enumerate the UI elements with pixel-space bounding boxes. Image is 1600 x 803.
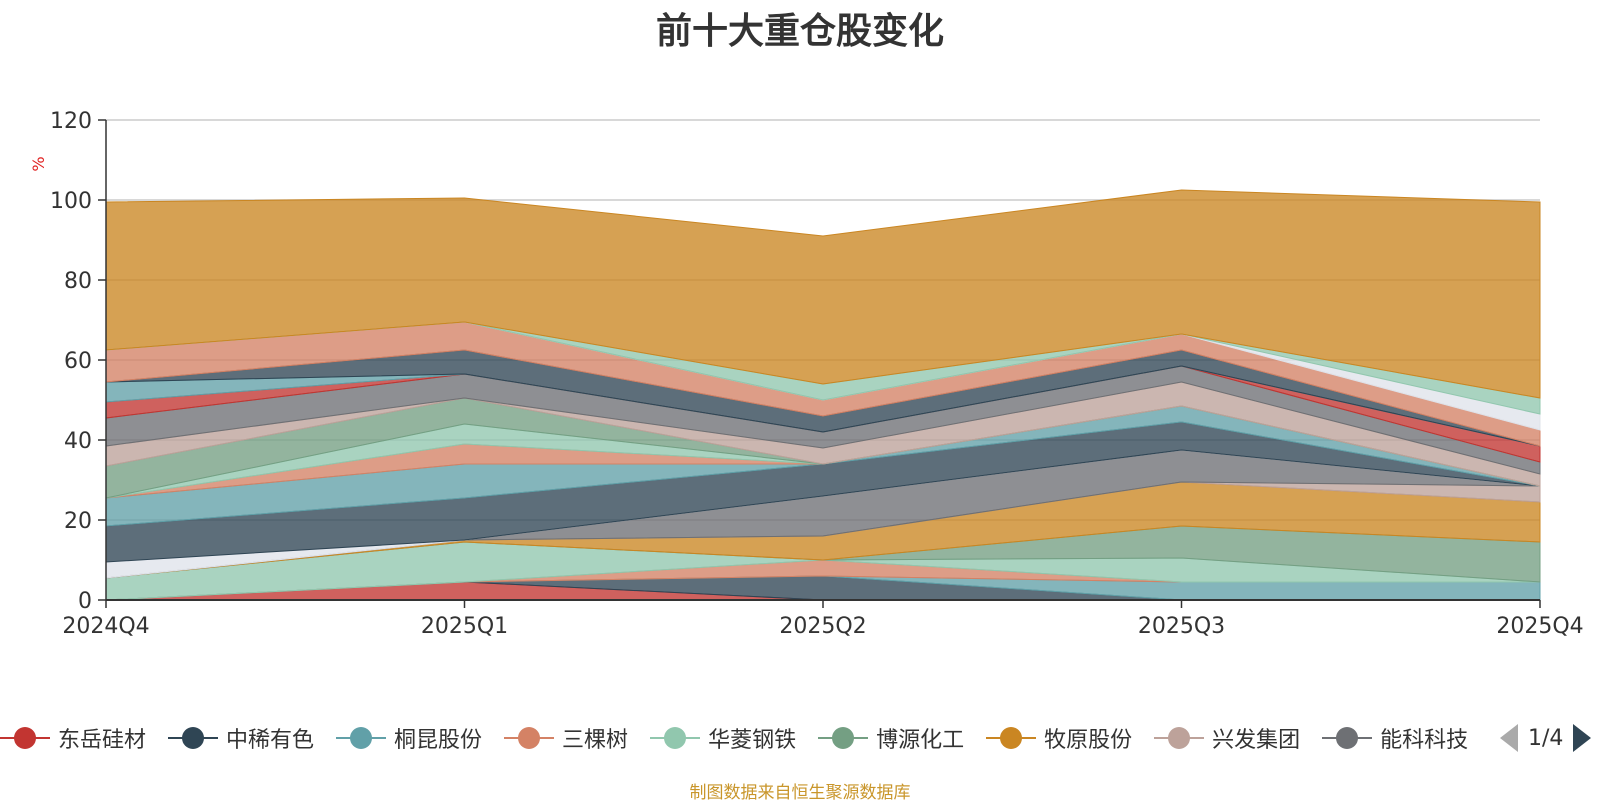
y-tick-label: 80 [64,269,92,294]
legend-marker-icon [986,726,1037,750]
legend-label: 中稀有色 [226,728,315,753]
legend-marker-icon [336,726,387,750]
y-tick-label: 60 [64,349,92,374]
legend-item[interactable]: 华菱钢铁 [650,718,796,758]
legend-marker-icon [1322,726,1373,750]
chart-title: 前十大重仓股变化 [655,11,944,52]
y-tick-label: 120 [50,109,92,134]
legend-item[interactable]: 东岳硅材 [0,718,146,758]
legend-label: 桐昆股份 [394,728,483,753]
y-axis-label: % [29,156,48,171]
area-series-23[interactable] [105,189,1541,399]
legend-item[interactable]: 中稀有色 [168,718,314,758]
x-tick-label: 2024Q4 [62,614,149,639]
data-source-note: 制图数据来自恒生聚源数据库 [689,783,911,803]
legend-item[interactable]: 牧原股份 [986,718,1132,758]
x-tick-label: 2025Q3 [1138,614,1225,639]
legend-next-page-icon[interactable] [1573,724,1592,752]
legend-page-indicator: 1/4 [1528,725,1564,751]
legend-item[interactable]: 博源化工 [818,718,964,758]
legend-item[interactable]: 能科科技 [1322,718,1468,758]
y-tick-label: 20 [64,509,92,534]
x-tick-label: 2025Q4 [1496,614,1583,639]
x-tick-label: 2025Q2 [779,614,866,639]
area-series-group [105,189,1541,601]
legend-item[interactable]: 三棵树 [504,718,628,758]
legend-marker-icon [168,726,219,750]
y-tick-label: 40 [64,429,92,454]
legend-label: 三棵树 [562,728,629,753]
legend-marker-icon [650,726,701,750]
legend-label: 牧原股份 [1044,728,1133,753]
legend-marker-icon [504,726,555,750]
y-tick-label: 0 [78,589,92,614]
y-tick-label: 100 [50,189,92,214]
legend-label: 华菱钢铁 [708,728,797,753]
legend-marker-icon [818,726,869,750]
axes: 0 20 40 60 80 100 120 2024Q4 2025Q1 2025Q2 2025Q3 2… [50,109,1584,639]
legend-marker-icon [1154,726,1205,750]
legend-item[interactable]: 兴发集团 [1154,718,1300,758]
legend-label: 东岳硅材 [58,728,147,753]
legend: 东岳硅材 中稀有色 桐昆股份 三棵树 华菱钢铁 博源化工 牧原股份 兴发集团 能科科技 1/4 [0,718,1600,758]
legend-label: 能科科技 [1380,728,1469,753]
legend-prev-page-icon[interactable] [1500,724,1518,752]
legend-item[interactable]: 桐昆股份 [336,718,482,758]
x-tick-label: 2025Q1 [421,614,508,639]
legend-label: 博源化工 [876,728,965,753]
legend-pager: 1/4 [1500,718,1592,758]
legend-marker-icon [0,726,50,750]
legend-items: 东岳硅材 中稀有色 桐昆股份 三棵树 华菱钢铁 博源化工 牧原股份 兴发集团 能科科技 [0,718,1482,758]
legend-label: 兴发集团 [1212,728,1301,753]
